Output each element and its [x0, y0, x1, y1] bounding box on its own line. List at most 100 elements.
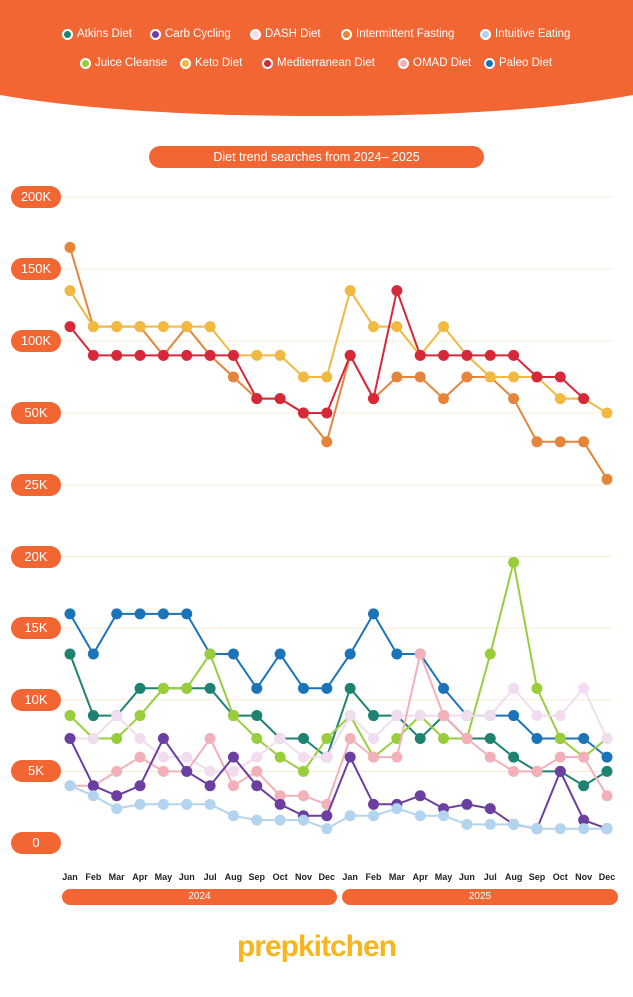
x-tick-label: Aug	[504, 872, 523, 882]
data-point	[438, 810, 450, 822]
data-point	[531, 823, 543, 835]
data-point	[484, 732, 496, 744]
data-point	[321, 371, 333, 383]
data-point	[461, 371, 473, 383]
data-point	[134, 780, 146, 792]
data-point	[508, 751, 520, 763]
legend-swatch	[80, 57, 91, 69]
data-point	[64, 710, 76, 722]
year-label: 2025	[342, 889, 618, 905]
data-point	[274, 349, 286, 361]
data-point	[204, 780, 216, 792]
data-point	[181, 321, 193, 333]
data-point	[274, 798, 286, 810]
data-point	[344, 710, 356, 722]
data-point	[157, 751, 169, 763]
y-tick-label: 100K	[11, 330, 61, 352]
data-point	[204, 765, 216, 777]
data-point	[391, 803, 403, 815]
data-point	[181, 751, 193, 763]
data-point	[554, 765, 566, 777]
legend-item: DASH Diet	[250, 28, 321, 40]
data-point	[134, 710, 146, 722]
data-point	[111, 349, 123, 361]
data-point	[297, 814, 309, 826]
data-point	[508, 349, 520, 361]
data-point	[227, 648, 239, 660]
data-point	[601, 473, 613, 485]
data-point	[297, 765, 309, 777]
data-point	[508, 556, 520, 568]
legend-swatch	[262, 57, 273, 69]
data-point	[321, 810, 333, 822]
data-point	[87, 732, 99, 744]
data-point	[87, 710, 99, 722]
data-point	[368, 608, 380, 620]
data-point	[484, 648, 496, 660]
legend-item: OMAD Diet	[398, 57, 471, 69]
data-point	[64, 732, 76, 744]
data-point	[321, 732, 333, 744]
data-point	[64, 241, 76, 253]
x-tick-label: Aug	[224, 872, 243, 882]
data-point	[578, 823, 590, 835]
data-point	[578, 732, 590, 744]
data-point	[321, 407, 333, 419]
data-point	[274, 814, 286, 826]
data-point	[531, 682, 543, 694]
data-point	[344, 648, 356, 660]
y-tick-label: 150K	[11, 258, 61, 280]
series-line	[69, 286, 585, 414]
data-point	[181, 798, 193, 810]
data-point	[227, 780, 239, 792]
data-point	[368, 751, 380, 763]
data-point	[251, 393, 263, 405]
data-point	[227, 710, 239, 722]
data-point	[251, 765, 263, 777]
data-point	[414, 790, 426, 802]
data-point	[578, 814, 590, 826]
series-line	[69, 247, 608, 480]
data-point	[64, 648, 76, 660]
data-point	[274, 732, 286, 744]
legend-item: Mediterranean Diet	[262, 57, 375, 69]
data-point	[368, 710, 380, 722]
data-point	[484, 803, 496, 815]
data-point	[344, 810, 356, 822]
x-tick-label: Dec	[598, 872, 616, 882]
data-point	[321, 682, 333, 694]
data-point	[64, 608, 76, 620]
data-point	[64, 780, 76, 792]
data-point	[181, 765, 193, 777]
data-point	[274, 751, 286, 763]
data-point	[297, 751, 309, 763]
data-point	[251, 349, 263, 361]
data-point	[438, 349, 450, 361]
series-omad-diet	[64, 648, 613, 810]
data-point	[181, 349, 193, 361]
data-point	[134, 349, 146, 361]
x-tick-label: Oct	[552, 872, 568, 882]
data-point	[578, 436, 590, 448]
data-point	[111, 803, 123, 815]
data-point	[438, 710, 450, 722]
legend-label: Atkins Diet	[77, 28, 132, 40]
data-point	[461, 798, 473, 810]
series-mediterranean-diet	[64, 285, 590, 419]
data-point	[111, 321, 123, 333]
data-point	[531, 710, 543, 722]
data-point	[157, 765, 169, 777]
data-point	[64, 285, 76, 297]
data-point	[368, 810, 380, 822]
data-point	[368, 732, 380, 744]
data-point	[274, 790, 286, 802]
data-point	[461, 732, 473, 744]
legend-item: Intuitive Eating	[480, 28, 570, 40]
legend-swatch	[480, 28, 491, 40]
y-tick-label: 0	[11, 832, 61, 854]
data-point	[204, 648, 216, 660]
x-tick-label: Jun	[178, 872, 195, 882]
data-point	[297, 732, 309, 744]
x-tick-label: Dec	[318, 872, 336, 882]
y-tick-label: 50K	[11, 402, 61, 424]
